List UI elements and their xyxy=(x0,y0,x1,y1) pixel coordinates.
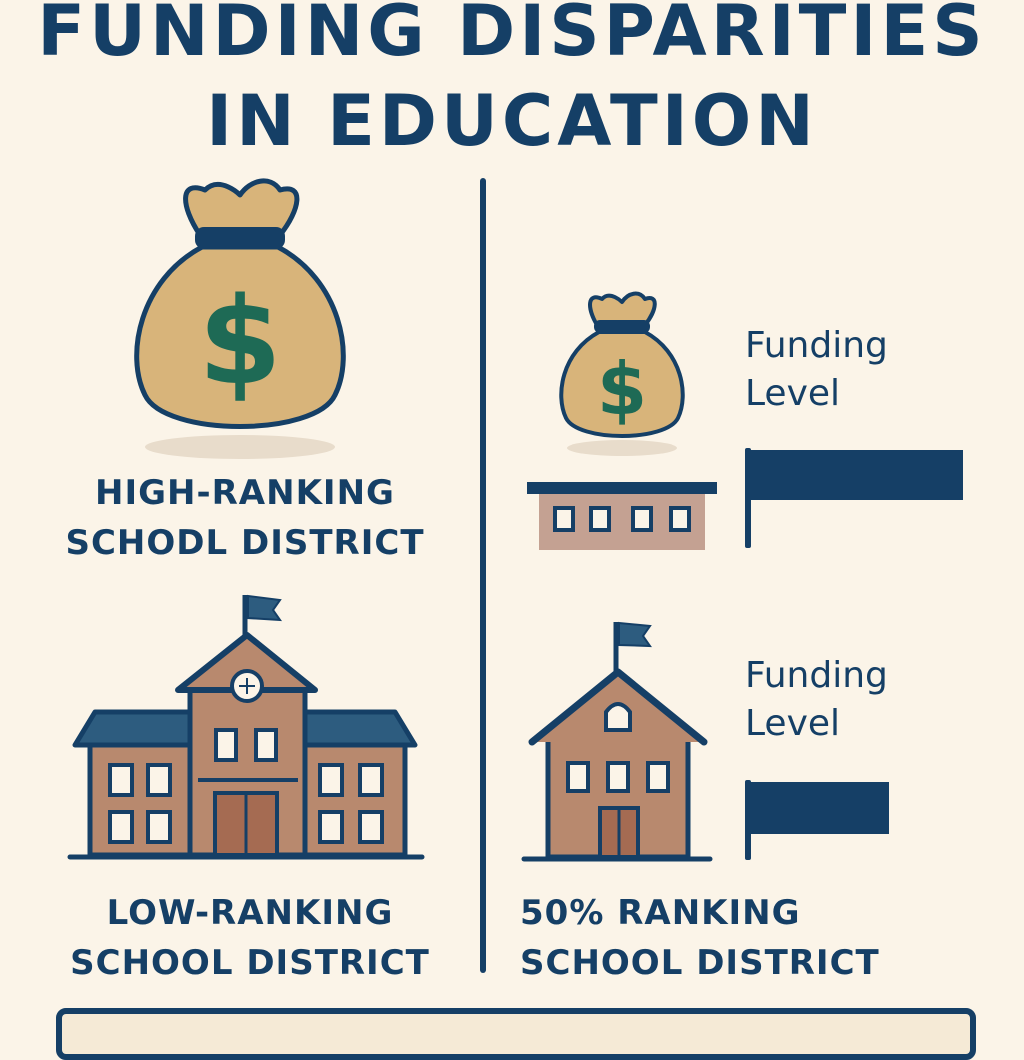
funding-bar-bottom-axis xyxy=(745,780,751,860)
high-ranking-caption: HIGH-RANKING SCHODL DISTRICT xyxy=(65,473,425,563)
svg-text:$: $ xyxy=(198,273,282,412)
funding-bar-top-fill xyxy=(751,450,963,500)
low-ranking-caption: LOW-RANKING SCHOOL DISTRICT xyxy=(70,893,430,983)
title-line-2: IN EDUCATION xyxy=(206,80,818,162)
small-school-house-icon xyxy=(521,621,713,862)
money-bag-large-icon: $ xyxy=(134,178,346,459)
center-divider xyxy=(480,178,486,973)
funding-bar-top xyxy=(745,448,965,548)
funding-level-label-bottom: Funding Level xyxy=(745,655,888,744)
svg-text:$: $ xyxy=(597,347,647,431)
funding-bar-top-axis xyxy=(745,448,751,548)
large-school-building-icon xyxy=(67,594,425,860)
money-bag-small-icon: $ xyxy=(559,291,685,456)
fifty-percent-ranking-caption: 50% RANKING SCHOOL DISTRICT xyxy=(520,893,880,983)
funding-level-label-top: Funding Level xyxy=(745,325,888,414)
flat-school-building-icon xyxy=(527,482,717,550)
funding-bar-bottom-fill xyxy=(751,782,889,834)
bottom-info-box xyxy=(56,1008,976,1060)
title-line-1: FUNDING DISPARITIES xyxy=(37,0,987,72)
funding-bar-bottom xyxy=(745,780,965,860)
